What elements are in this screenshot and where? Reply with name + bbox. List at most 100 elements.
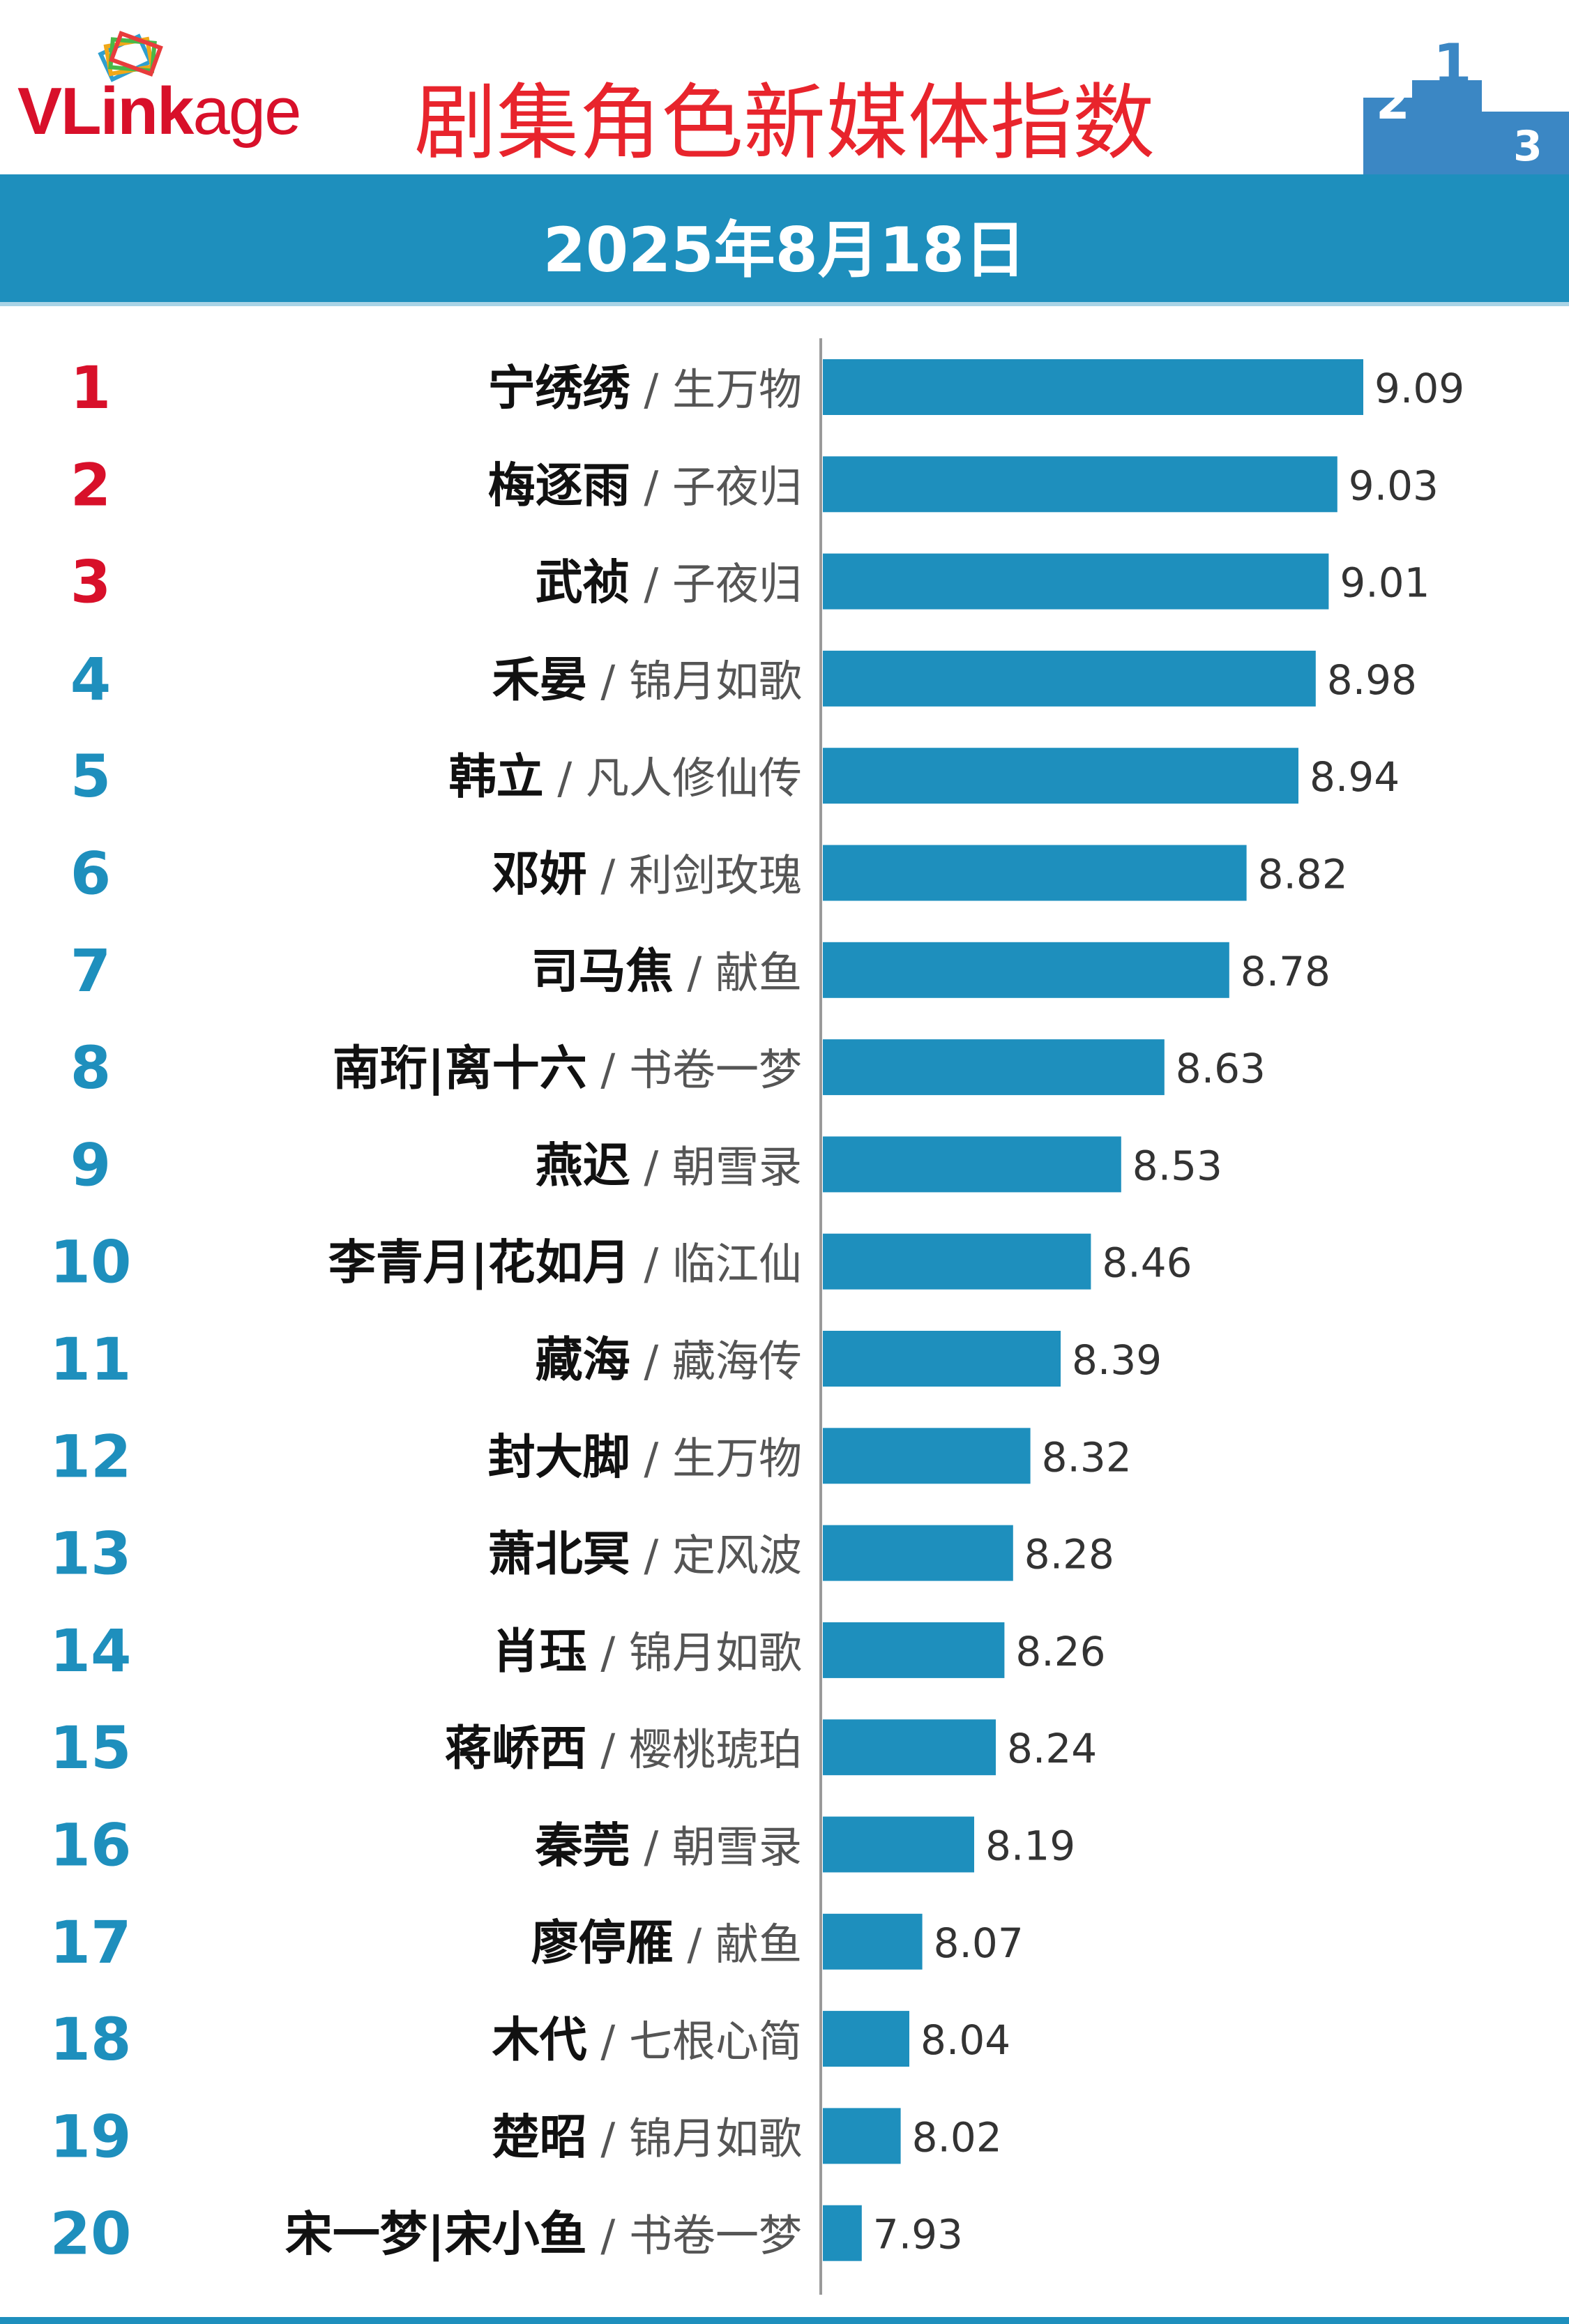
show-name: 献鱼 xyxy=(715,1919,802,1970)
show-name: 朝雪录 xyxy=(672,1822,802,1873)
label-separator: / xyxy=(630,1530,672,1581)
bar xyxy=(823,2205,862,2261)
page-title: 剧集角色新媒体指数 xyxy=(414,75,1155,171)
character-name: 司马焦 xyxy=(531,944,674,999)
bar xyxy=(823,1428,1031,1484)
label-separator: / xyxy=(630,559,672,610)
value-label: 8.26 xyxy=(1015,1628,1105,1675)
category-label: 封大脚 / 生万物 xyxy=(488,1430,802,1485)
value-label: 7.93 xyxy=(873,2211,963,2258)
value-label: 8.24 xyxy=(1007,1725,1097,1772)
logo-cards-icon xyxy=(98,31,163,82)
value-label: 8.82 xyxy=(1258,851,1348,898)
category-label: 燕迟 / 朝雪录 xyxy=(536,1138,802,1193)
label-separator: / xyxy=(587,1724,629,1775)
category-label: 蒋峤西 / 樱桃琥珀 xyxy=(445,1721,802,1776)
podium-icon: 2 1 3 xyxy=(1363,32,1569,174)
show-name: 利剑玫瑰 xyxy=(629,850,802,901)
character-name: 宁绣绣 xyxy=(488,361,630,416)
character-name: 燕迟 xyxy=(536,1138,630,1193)
category-label: 李青月|花如月 / 临江仙 xyxy=(328,1236,802,1291)
label-separator: / xyxy=(587,1044,629,1095)
character-name: 肖珏 xyxy=(492,1624,587,1680)
show-name: 生万物 xyxy=(672,364,802,415)
label-separator: / xyxy=(674,1919,715,1970)
category-label: 藏海 / 藏海传 xyxy=(536,1333,802,1388)
character-name: 宋一梦|宋小鱼 xyxy=(285,2208,587,2263)
rank-number: 12 xyxy=(50,1422,132,1491)
label-separator: / xyxy=(630,1141,672,1192)
show-name: 锦月如歌 xyxy=(629,2113,802,2164)
rank-number: 14 xyxy=(50,1617,132,1685)
value-label: 8.98 xyxy=(1327,656,1417,704)
show-name: 献鱼 xyxy=(715,947,802,998)
label-separator: / xyxy=(630,364,672,415)
bar xyxy=(823,1816,974,1873)
rank-number: 15 xyxy=(50,1714,132,1782)
rank-number: 3 xyxy=(70,548,111,617)
category-label: 宋一梦|宋小鱼 / 书卷一梦 xyxy=(285,2208,802,2263)
date-label: 2025年8月18日 xyxy=(543,214,1026,286)
bar xyxy=(823,1136,1121,1193)
value-label: 9.01 xyxy=(1340,559,1430,607)
rank-number: 10 xyxy=(50,1228,132,1297)
label-separator: / xyxy=(587,850,629,901)
character-name: 李青月|花如月 xyxy=(328,1236,630,1291)
character-name: 木代 xyxy=(492,2013,587,2068)
label-separator: / xyxy=(587,2016,629,2067)
value-label: 8.46 xyxy=(1102,1239,1192,1287)
rank-number: 4 xyxy=(70,645,111,714)
label-separator: / xyxy=(630,1822,672,1873)
value-label: 8.04 xyxy=(920,2016,1010,2064)
bar xyxy=(823,2011,909,2067)
category-label: 禾晏 / 锦月如歌 xyxy=(492,653,802,708)
bar xyxy=(823,1622,1005,1678)
ranking-bar-chart: 1 宁绣绣 / 生万物 9.09 2 梅逐雨 / 子夜归 9.03 3 武祯 / 子夜归 9.0… xyxy=(50,338,1464,2295)
character-name: 封大脚 xyxy=(488,1430,630,1485)
rank-number: 11 xyxy=(50,1325,132,1394)
label-separator: / xyxy=(587,2210,629,2261)
show-name: 锦月如歌 xyxy=(629,1627,802,1678)
bar xyxy=(823,1331,1061,1387)
character-name: 廖停雁 xyxy=(531,1916,674,1971)
character-name: 萧北冥 xyxy=(488,1527,630,1583)
rank-number: 19 xyxy=(50,2102,132,2171)
bar xyxy=(823,1039,1165,1096)
value-label: 8.78 xyxy=(1241,948,1331,995)
character-name: 邓妍 xyxy=(492,847,587,903)
category-label: 武祯 / 子夜归 xyxy=(536,556,802,611)
label-separator: / xyxy=(587,656,629,707)
bar xyxy=(823,650,1316,707)
show-name: 子夜归 xyxy=(672,559,802,610)
vlinkage-logo: VLinkage xyxy=(17,17,345,157)
rank-number: 9 xyxy=(70,1131,111,1199)
value-label: 8.28 xyxy=(1024,1531,1114,1578)
show-name: 樱桃琥珀 xyxy=(629,1724,802,1775)
category-label: 廖停雁 / 献鱼 xyxy=(531,1916,802,1971)
show-name: 锦月如歌 xyxy=(629,656,802,707)
category-label: 木代 / 七根心简 xyxy=(492,2013,802,2068)
bar xyxy=(823,456,1337,513)
bottom-divider xyxy=(0,2317,1569,2324)
show-name: 书卷一梦 xyxy=(629,1044,802,1095)
character-name: 韩立 xyxy=(449,750,544,805)
svg-text:1: 1 xyxy=(1433,32,1472,97)
value-label: 8.07 xyxy=(934,1919,1024,1967)
value-label: 8.19 xyxy=(985,1823,1075,1870)
label-separator: / xyxy=(544,753,586,803)
rank-number: 16 xyxy=(50,1811,132,1880)
rank-number: 20 xyxy=(50,2200,132,2268)
category-label: 宁绣绣 / 生万物 xyxy=(488,361,802,416)
label-separator: / xyxy=(587,1627,629,1678)
category-label: 梅逐雨 / 子夜归 xyxy=(488,458,802,513)
character-name: 梅逐雨 xyxy=(488,458,630,513)
character-name: 蒋峤西 xyxy=(445,1721,587,1776)
label-separator: / xyxy=(630,1239,672,1290)
svg-text:2: 2 xyxy=(1376,73,1410,130)
bar xyxy=(823,1233,1091,1290)
show-name: 藏海传 xyxy=(672,1336,802,1387)
label-separator: / xyxy=(674,947,715,998)
bar xyxy=(823,1719,996,1776)
label-separator: / xyxy=(587,2113,629,2164)
category-label: 肖珏 / 锦月如歌 xyxy=(492,1624,802,1680)
